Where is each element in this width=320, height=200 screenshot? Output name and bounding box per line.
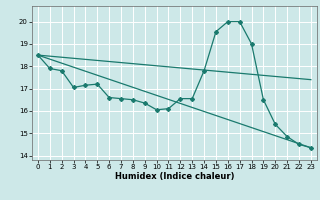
- X-axis label: Humidex (Indice chaleur): Humidex (Indice chaleur): [115, 172, 234, 181]
